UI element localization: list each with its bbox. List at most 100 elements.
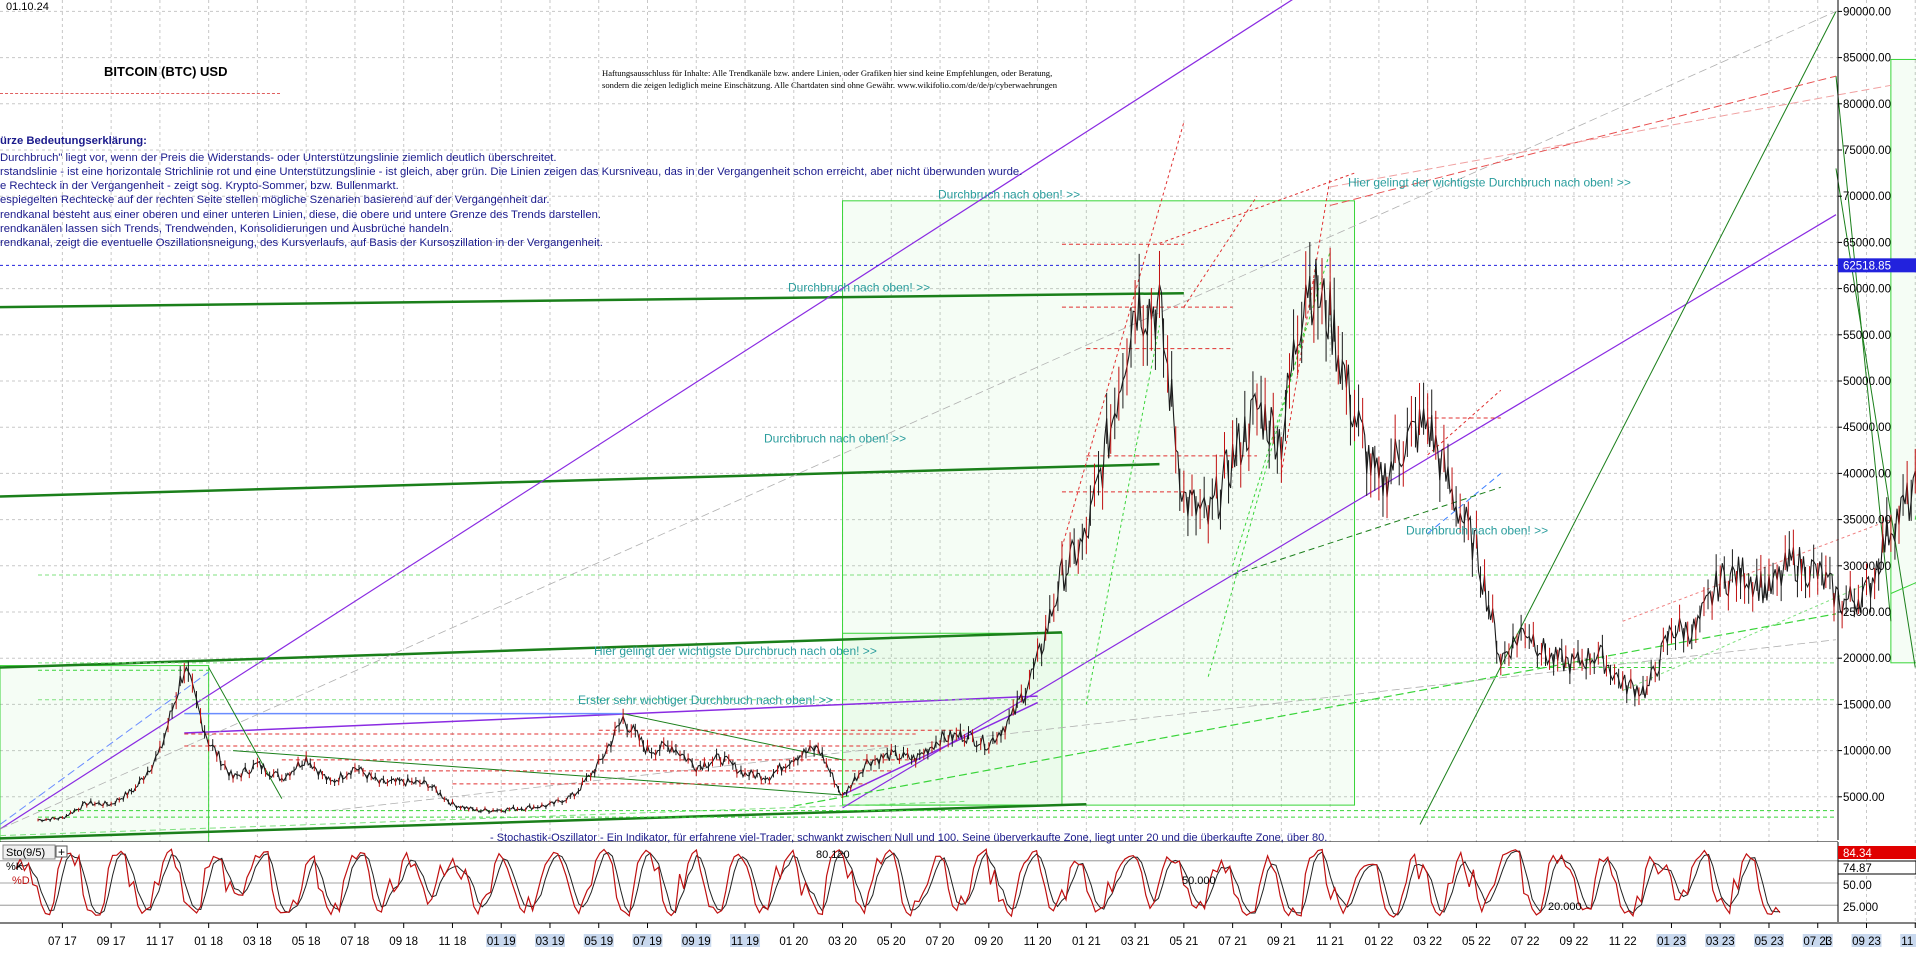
time-axis-label: 07 20 bbox=[926, 936, 955, 948]
price-series bbox=[37, 242, 1916, 823]
annotation-label: Hier gelingt der wichtigste Durchbruch n… bbox=[1348, 175, 1631, 189]
time-axis-year-highlight bbox=[1656, 934, 1687, 947]
time-axis-label: 11 21 bbox=[1316, 936, 1344, 948]
annotation-label: Erster sehr wichtiger Durchbruch nach ob… bbox=[578, 693, 833, 707]
resistance-dashed bbox=[1427, 389, 1502, 456]
resistance-dashed bbox=[1061, 122, 1185, 548]
time-axis-year-highlight bbox=[1705, 934, 1736, 947]
price-axis-label: 10000.00 bbox=[1843, 746, 1891, 758]
blue-dashed-line bbox=[1427, 473, 1502, 534]
time-axis-label: 07 21 bbox=[1218, 936, 1247, 948]
time-axis-label: 11 22 bbox=[1609, 936, 1637, 948]
support-dashed bbox=[793, 613, 1837, 807]
bull-box-2020 bbox=[842, 200, 1356, 806]
price-axis-label: 90000.00 bbox=[1843, 6, 1891, 18]
time-axis-end-label: L bbox=[1825, 936, 1832, 948]
stochastic-panel: Sto(9/5) + %K %D - Stochastik-Oszillator - E… bbox=[0, 832, 1916, 922]
disclaimer-line: Haftungsausschluss für Inhalte: Alle Tre… bbox=[602, 68, 1053, 78]
note-line: rendkanal besteht aus einer oberen und e… bbox=[0, 209, 602, 221]
time-axis-label: 09 20 bbox=[974, 936, 1003, 948]
channel-line bbox=[0, 631, 1063, 669]
stochastic-expand-icon: + bbox=[58, 845, 65, 859]
time-axis-label: 09 17 bbox=[97, 936, 126, 948]
time-axis-year-highlight bbox=[534, 934, 565, 947]
time-axis-year-highlight bbox=[1802, 934, 1833, 947]
stochastic-k-badge bbox=[1838, 846, 1916, 859]
note-line: e Rechteck in der Vergangenheit - zeigt … bbox=[0, 180, 399, 192]
blue-dashed-line bbox=[0, 671, 209, 825]
annotations: Durchbruch nach oben! >> Durchbruch nach … bbox=[578, 175, 1631, 706]
time-axis-background bbox=[0, 923, 1916, 948]
note-line: Durchbruch" liegt vor, wenn der Preis di… bbox=[0, 152, 557, 164]
time-axis-year-highlight bbox=[1900, 934, 1916, 947]
price-axis-label: 50000.00 bbox=[1843, 376, 1891, 388]
price-axis-label: 55000.00 bbox=[1843, 330, 1891, 342]
note-line: rendkanal, zeigt die eventuelle Oszillat… bbox=[0, 237, 603, 249]
time-axis-label: 01 18 bbox=[194, 936, 223, 948]
annotation-label: Durchbruch nach oben! >> bbox=[764, 431, 906, 445]
stochastic-k-legend: %K bbox=[6, 861, 24, 873]
price-axis-label: 20000.00 bbox=[1843, 653, 1891, 665]
current-price-badge bbox=[1838, 258, 1916, 273]
time-axis: 07 17 09 17 11 17 01 18 03 18 05 18 07 18 09 18… bbox=[0, 922, 1916, 948]
time-axis-label: 01 22 bbox=[1365, 936, 1394, 948]
price-axis: 90000.00 85000.00 80000.00 75000.00 70000.00… bbox=[1837, 0, 1916, 840]
stochastic-description: - Stochastik-Oszillator - Ein Indikator,… bbox=[490, 832, 1327, 844]
price-axis-label: 60000.00 bbox=[1843, 284, 1891, 296]
resistance-dashed bbox=[1280, 177, 1331, 474]
stochastic-axis-label: 50.00 bbox=[1843, 880, 1872, 892]
channel-line bbox=[1835, 168, 1916, 668]
channel-line bbox=[233, 750, 843, 796]
stochastic-d-value: 74.87 bbox=[1843, 863, 1872, 875]
time-axis-label: 05 19 bbox=[584, 936, 613, 948]
stochastic-level-20: 20.000 bbox=[1548, 901, 1582, 913]
channel-line bbox=[1419, 11, 1837, 825]
time-axis-label: 01 23 bbox=[1657, 936, 1686, 948]
time-axis-label: 01 19 bbox=[487, 936, 516, 948]
annotation-label: Durchbruch nach oben! >> bbox=[1406, 524, 1548, 538]
stochastic-expand-button bbox=[55, 845, 68, 858]
disclaimer: Haftungsausschluss für Inhalte: Alle Tre… bbox=[602, 67, 1057, 91]
time-axis-label: 05 22 bbox=[1462, 936, 1491, 948]
price-axis-label: 65000.00 bbox=[1843, 237, 1891, 249]
time-axis-label: 01 20 bbox=[779, 936, 808, 948]
stochastic-d-badge bbox=[1837, 860, 1916, 875]
price-axis-label: 15000.00 bbox=[1843, 699, 1891, 711]
time-axis-label: 07 23 bbox=[1803, 936, 1832, 948]
disclaimer-line: sondern die zeigen lediglich meine Einsc… bbox=[602, 80, 1058, 90]
time-axis-label: 07 22 bbox=[1511, 936, 1540, 948]
time-axis-label: 05 20 bbox=[877, 936, 906, 948]
time-axis-label: 11 17 bbox=[146, 936, 174, 948]
note-line: rstandslinie - ist eine horizontale Stri… bbox=[0, 166, 1023, 178]
support-dashed bbox=[1085, 325, 1160, 705]
channel-line bbox=[1835, 76, 1892, 622]
price-axis-label: 45000.00 bbox=[1843, 422, 1891, 434]
stochastic-label-box bbox=[2, 844, 56, 860]
price-axis-label: 25000.00 bbox=[1843, 607, 1891, 619]
time-axis-year-highlight bbox=[730, 934, 761, 947]
time-axis-label: 11 18 bbox=[438, 936, 466, 948]
stochastic-axis-label: 25.000 bbox=[1843, 902, 1878, 914]
chart-title: BITCOIN (BTC) USD bbox=[104, 64, 228, 79]
channel-line bbox=[0, 291, 1184, 309]
current-price-label: 62518.85 bbox=[1843, 260, 1891, 272]
resistance-dashed bbox=[1183, 195, 1258, 308]
time-axis-label: 03 23 bbox=[1706, 936, 1735, 948]
purple-trend-line bbox=[0, 0, 1293, 830]
stochastic-k-value: 84.34 bbox=[1843, 848, 1872, 860]
time-axis-label: 03 19 bbox=[536, 936, 565, 948]
time-axis-label: 09 21 bbox=[1267, 936, 1296, 948]
time-axis-label: 09 23 bbox=[1852, 936, 1881, 948]
notes-heading: ürze Bedeutungserklärung: bbox=[0, 135, 147, 147]
time-axis-year-highlight bbox=[632, 934, 663, 947]
stochastic-d-line bbox=[15, 850, 1781, 916]
time-axis-year-highlight bbox=[681, 934, 712, 947]
annotation-label: Durchbruch nach oben! >> bbox=[788, 281, 930, 295]
price-axis-label: 75000.00 bbox=[1843, 145, 1891, 157]
price-axis-label: 40000.00 bbox=[1843, 468, 1891, 480]
time-axis-label: 11 20 bbox=[1024, 936, 1052, 948]
support-dashed bbox=[1232, 251, 1331, 566]
time-axis-label: 01 21 bbox=[1072, 936, 1101, 948]
